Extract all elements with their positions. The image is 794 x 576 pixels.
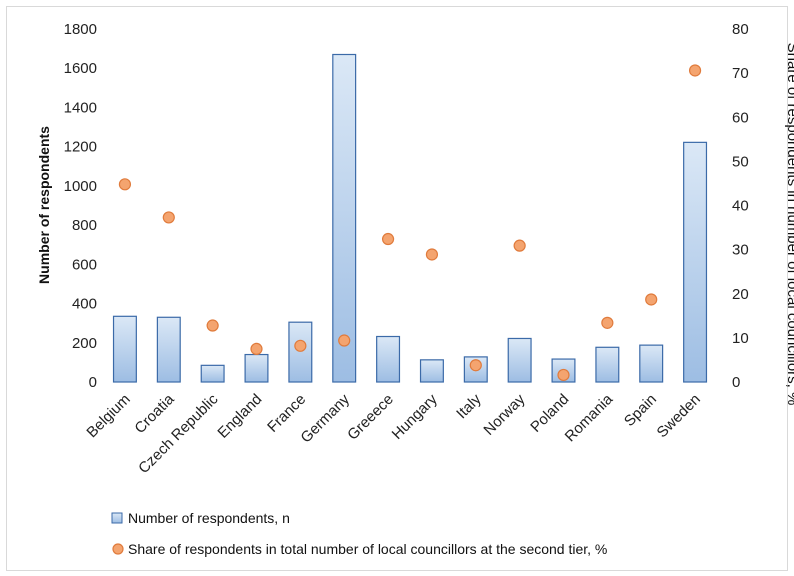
scatter-point — [513, 239, 526, 252]
category-label: Italy — [453, 390, 485, 422]
category-label: Greeece — [344, 391, 397, 444]
y-tick-label: 1400 — [64, 99, 97, 116]
y-tick-label: 200 — [72, 335, 97, 352]
y-tick-label: 1000 — [64, 178, 97, 195]
legend: Number of respondents, n Share of respon… — [111, 510, 607, 557]
category-label: Norway — [480, 390, 528, 438]
category-label: England — [214, 391, 265, 442]
legend-marker-label: Share of respondents in total number of … — [128, 541, 607, 557]
y2-tick-label: 0 — [732, 374, 740, 391]
scatter-point — [688, 64, 702, 77]
scatter-point — [162, 211, 175, 224]
y2-tick-label: 60 — [732, 109, 749, 126]
bar — [332, 53, 357, 383]
chart-frame — [6, 6, 788, 571]
bar — [595, 346, 620, 383]
category-label: Germany — [297, 390, 353, 446]
y-tick-label: 400 — [72, 296, 97, 313]
scatter-point — [206, 319, 219, 332]
scatter-point — [294, 339, 307, 352]
y-tick-label: 600 — [72, 256, 97, 273]
bar — [419, 359, 444, 383]
y2-tick-label: 80 — [732, 21, 749, 38]
left-axis-ticks: 0 200 400 600 800 1000 1200 1400 1600 1800 — [64, 21, 97, 391]
bar-series — [112, 53, 708, 383]
category-label: Czech Republic — [135, 390, 222, 477]
y-tick-label: 1600 — [64, 60, 97, 77]
scatter-point — [338, 334, 351, 347]
y-tick-label: 800 — [72, 217, 97, 234]
legend-bar-swatch — [111, 512, 123, 524]
category-label: Belgium — [83, 391, 133, 441]
y2-tick-label: 70 — [732, 65, 749, 82]
bar — [639, 344, 664, 383]
y2-tick-label: 40 — [732, 198, 749, 215]
right-axis-ticks: 0 10 20 30 40 50 60 70 80 — [732, 21, 749, 391]
category-label: Spain — [621, 391, 660, 430]
y-axis-title: Number of respondents — [36, 126, 52, 284]
y2-tick-label: 30 — [732, 242, 749, 259]
scatter-point — [469, 359, 482, 372]
bar — [244, 353, 269, 383]
bar — [156, 316, 181, 383]
bar — [288, 321, 313, 383]
scatter-point — [118, 178, 132, 191]
scatter-point — [645, 293, 658, 306]
bar — [683, 141, 708, 383]
scatter-point — [250, 342, 263, 356]
y-tick-label: 0 — [89, 374, 97, 391]
category-label: Hungary — [389, 390, 441, 442]
bar — [200, 364, 225, 383]
scatter-series — [118, 64, 702, 382]
bar — [376, 335, 401, 383]
y2-tick-label: 20 — [732, 286, 749, 303]
category-label: Romania — [562, 390, 617, 445]
legend-marker-swatch — [112, 543, 124, 555]
scatter-point — [425, 248, 439, 261]
y-tick-label: 1800 — [64, 21, 97, 38]
y-tick-label: 1200 — [64, 139, 97, 156]
category-label: Sweden — [654, 391, 704, 441]
y2-tick-label: 10 — [732, 330, 749, 347]
scatter-point — [557, 368, 570, 382]
y2-axis-title: Share of respondents in number of local … — [784, 43, 794, 406]
scatter-point — [381, 232, 395, 246]
y2-tick-label: 50 — [732, 153, 749, 170]
scatter-point — [601, 316, 614, 329]
legend-bar-label: Number of respondents, n — [128, 510, 290, 526]
bar — [507, 337, 532, 383]
bar — [112, 315, 137, 383]
